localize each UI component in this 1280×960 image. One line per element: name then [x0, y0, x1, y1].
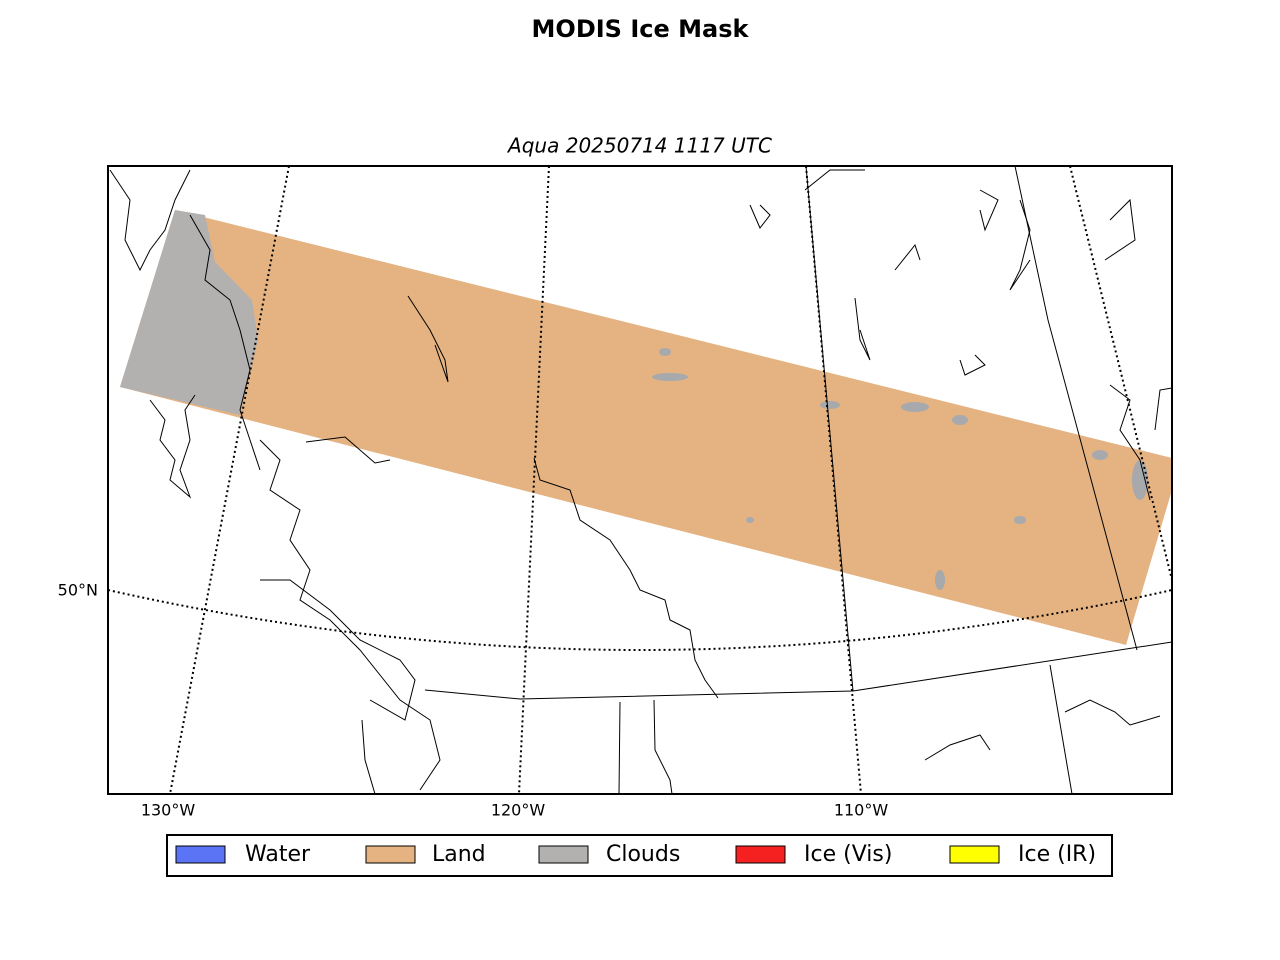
legend-swatch	[735, 845, 786, 864]
legend-label: Ice (IR)	[1018, 842, 1096, 867]
title: MODIS Ice Mask	[532, 15, 750, 43]
map-frame	[107, 165, 1173, 795]
cloud-patches	[652, 348, 1148, 590]
legend-label: Clouds	[606, 842, 680, 867]
legend-swatch	[175, 845, 226, 864]
lon-label: 120°W	[491, 801, 546, 820]
legend-swatch	[365, 845, 416, 864]
map-area	[108, 166, 1172, 794]
coastlines	[109, 169, 1172, 794]
lat-label: 50°N	[58, 581, 98, 600]
borders	[424, 166, 1172, 794]
legend-swatch	[949, 845, 1000, 864]
subtitle: Aqua 20250714 1117 UTC	[506, 134, 772, 158]
graticule	[108, 166, 1172, 794]
legend-label: Land	[432, 842, 486, 867]
legend-label: Ice (Vis)	[804, 842, 892, 867]
land-swath	[120, 210, 1172, 645]
cloud-area	[120, 210, 258, 415]
lon-label: 110°W	[834, 801, 889, 820]
legend-swatch	[538, 845, 589, 864]
lon-label: 130°W	[141, 801, 196, 820]
legend-label: Water	[245, 842, 311, 867]
